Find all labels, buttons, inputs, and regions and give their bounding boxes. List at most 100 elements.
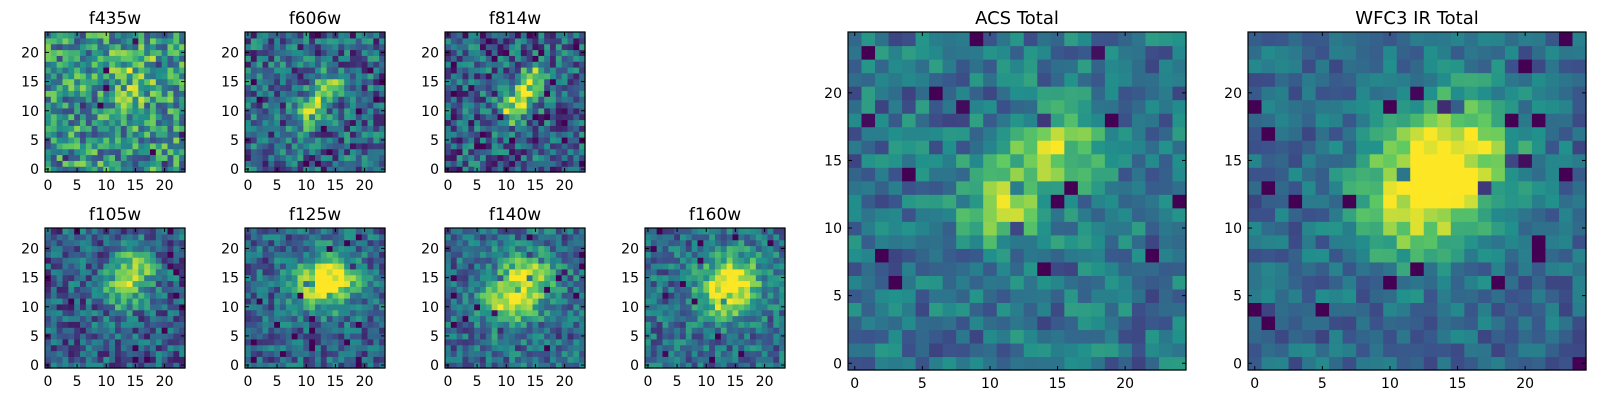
heatmap-cell — [303, 263, 310, 270]
heatmap-cell — [150, 286, 157, 293]
heatmap-cell — [1158, 140, 1174, 155]
heatmap-cell — [285, 49, 293, 56]
heatmap-cell — [297, 90, 304, 97]
heatmap-cell — [344, 268, 351, 276]
heatmap-cell — [167, 154, 174, 161]
heatmap-cell — [120, 84, 128, 91]
heatmap-cell — [680, 362, 687, 369]
heatmap-cell — [567, 96, 574, 103]
heatmap-cell — [668, 350, 675, 357]
heatmap-cell — [74, 55, 81, 62]
heatmap-cell — [703, 327, 710, 334]
heatmap-cell — [1131, 153, 1147, 168]
heatmap-cell — [497, 257, 504, 264]
heatmap-cell — [1037, 275, 1052, 290]
heatmap-cell — [91, 315, 99, 322]
heatmap-cell — [155, 344, 163, 352]
heatmap-cell — [1064, 275, 1079, 290]
heatmap-cell — [503, 309, 510, 317]
heatmap-cell — [332, 257, 339, 264]
heatmap-cell — [468, 32, 475, 39]
heatmap-cell — [875, 302, 890, 317]
heatmap-cell — [1091, 167, 1106, 182]
heatmap-cell — [983, 342, 998, 358]
heatmap-cell — [538, 125, 545, 132]
heatmap-cell — [274, 251, 281, 258]
heatmap-cell — [848, 315, 863, 331]
heatmap-cell — [85, 280, 93, 287]
heatmap-cell — [544, 321, 551, 328]
heatmap-cell — [68, 119, 75, 126]
heatmap-cell — [1023, 234, 1038, 249]
heatmap-cell — [144, 119, 151, 126]
heatmap-cell — [173, 160, 180, 167]
heatmap-cell — [550, 327, 557, 334]
heatmap-cell — [456, 166, 464, 173]
heatmap-cell — [115, 67, 122, 74]
heatmap-cell — [738, 303, 745, 311]
heatmap-cell — [956, 72, 971, 87]
heatmap-cell — [888, 221, 903, 236]
heatmap-cell — [875, 342, 890, 358]
heatmap-cell — [45, 119, 52, 126]
heatmap-cell — [97, 362, 104, 369]
heatmap-cell — [120, 228, 128, 235]
heatmap-cell — [361, 303, 369, 311]
heatmap-cell — [361, 142, 369, 150]
heatmap-cell — [715, 292, 722, 299]
heatmap-cell — [303, 113, 310, 121]
heatmap-cell — [1369, 356, 1384, 371]
heatmap-cell — [656, 251, 664, 258]
heatmap-cell — [561, 107, 569, 115]
heatmap-cell — [726, 233, 734, 241]
heatmap-cell — [1064, 221, 1079, 236]
y-tick-label: 10 — [421, 300, 439, 316]
heatmap-cell — [338, 55, 345, 62]
heatmap-cell — [103, 303, 110, 311]
heatmap-cell — [983, 59, 998, 74]
heatmap-cell — [491, 90, 499, 97]
heatmap-cell — [332, 102, 339, 109]
heatmap-cell — [1158, 72, 1174, 87]
heatmap-cell — [520, 344, 528, 352]
x-tick-label: 15 — [127, 178, 145, 194]
heatmap-cell — [480, 233, 487, 241]
heatmap-cell — [503, 96, 510, 103]
heatmap-cell — [668, 286, 675, 293]
heatmap-cell — [942, 248, 957, 263]
heatmap-cell — [68, 113, 75, 121]
heatmap-cell — [332, 356, 339, 363]
heatmap-cell — [355, 274, 363, 282]
heatmap-cell — [697, 239, 704, 247]
panel-frame — [44, 227, 186, 369]
heatmap-cell — [74, 84, 81, 91]
heatmap-cell — [1077, 356, 1092, 371]
heatmap-cell — [74, 356, 81, 363]
y-tick-label: 15 — [621, 271, 639, 287]
heatmap-cell — [697, 350, 704, 357]
heatmap-cell — [915, 315, 930, 331]
heatmap-cell — [361, 315, 369, 322]
heatmap-cell — [256, 131, 264, 138]
heatmap-cell — [315, 96, 322, 103]
heatmap-cell — [291, 55, 299, 62]
heatmap-cell — [491, 43, 499, 51]
x-tick-label: 0 — [243, 178, 252, 194]
heatmap-cell — [297, 245, 304, 252]
heatmap-cell — [1050, 248, 1065, 263]
heatmap-cell — [550, 268, 557, 276]
heatmap-cell — [573, 49, 580, 56]
heatmap-cell — [268, 286, 275, 293]
heatmap-cell — [379, 160, 386, 167]
x-tick-label: 20 — [556, 178, 574, 194]
heatmap-cell — [285, 263, 293, 270]
heatmap-cell — [509, 274, 516, 282]
heatmap-cell — [462, 263, 469, 270]
heatmap-cell — [450, 263, 458, 270]
heatmap-cell — [567, 107, 574, 115]
heatmap-cell — [150, 43, 157, 51]
heatmap-cell — [485, 119, 493, 126]
heatmap-cell — [355, 321, 363, 328]
heatmap-cell — [520, 338, 528, 346]
